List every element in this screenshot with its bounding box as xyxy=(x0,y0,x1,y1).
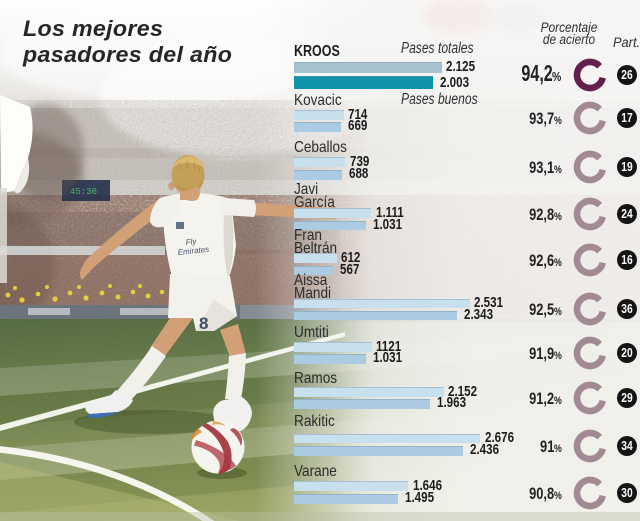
svg-text:Emirates: Emirates xyxy=(177,245,209,257)
svg-text:Fly: Fly xyxy=(185,237,198,247)
svg-text:8: 8 xyxy=(199,314,208,333)
